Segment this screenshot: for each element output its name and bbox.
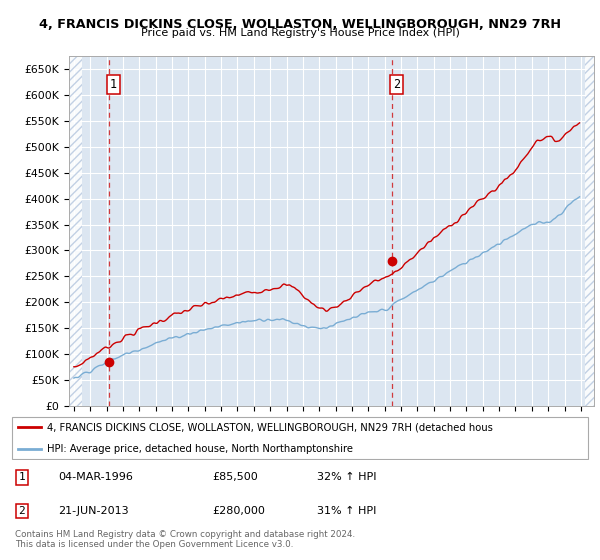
Text: HPI: Average price, detached house, North Northamptonshire: HPI: Average price, detached house, Nort… xyxy=(47,444,353,454)
Text: £85,500: £85,500 xyxy=(212,472,259,482)
Text: Price paid vs. HM Land Registry's House Price Index (HPI): Price paid vs. HM Land Registry's House … xyxy=(140,28,460,38)
Text: 1: 1 xyxy=(19,472,25,482)
Text: 2: 2 xyxy=(19,506,25,516)
Text: 04-MAR-1996: 04-MAR-1996 xyxy=(58,472,133,482)
Text: 31% ↑ HPI: 31% ↑ HPI xyxy=(317,506,377,516)
Text: 2: 2 xyxy=(393,78,400,91)
Text: 1: 1 xyxy=(110,78,117,91)
Text: 21-JUN-2013: 21-JUN-2013 xyxy=(58,506,129,516)
Text: Contains HM Land Registry data © Crown copyright and database right 2024.
This d: Contains HM Land Registry data © Crown c… xyxy=(15,530,355,549)
Text: 4, FRANCIS DICKINS CLOSE, WOLLASTON, WELLINGBOROUGH, NN29 7RH: 4, FRANCIS DICKINS CLOSE, WOLLASTON, WEL… xyxy=(39,18,561,31)
Text: £280,000: £280,000 xyxy=(212,506,266,516)
Text: 32% ↑ HPI: 32% ↑ HPI xyxy=(317,472,377,482)
Text: 4, FRANCIS DICKINS CLOSE, WOLLASTON, WELLINGBOROUGH, NN29 7RH (detached hous: 4, FRANCIS DICKINS CLOSE, WOLLASTON, WEL… xyxy=(47,422,493,432)
FancyBboxPatch shape xyxy=(12,417,587,459)
